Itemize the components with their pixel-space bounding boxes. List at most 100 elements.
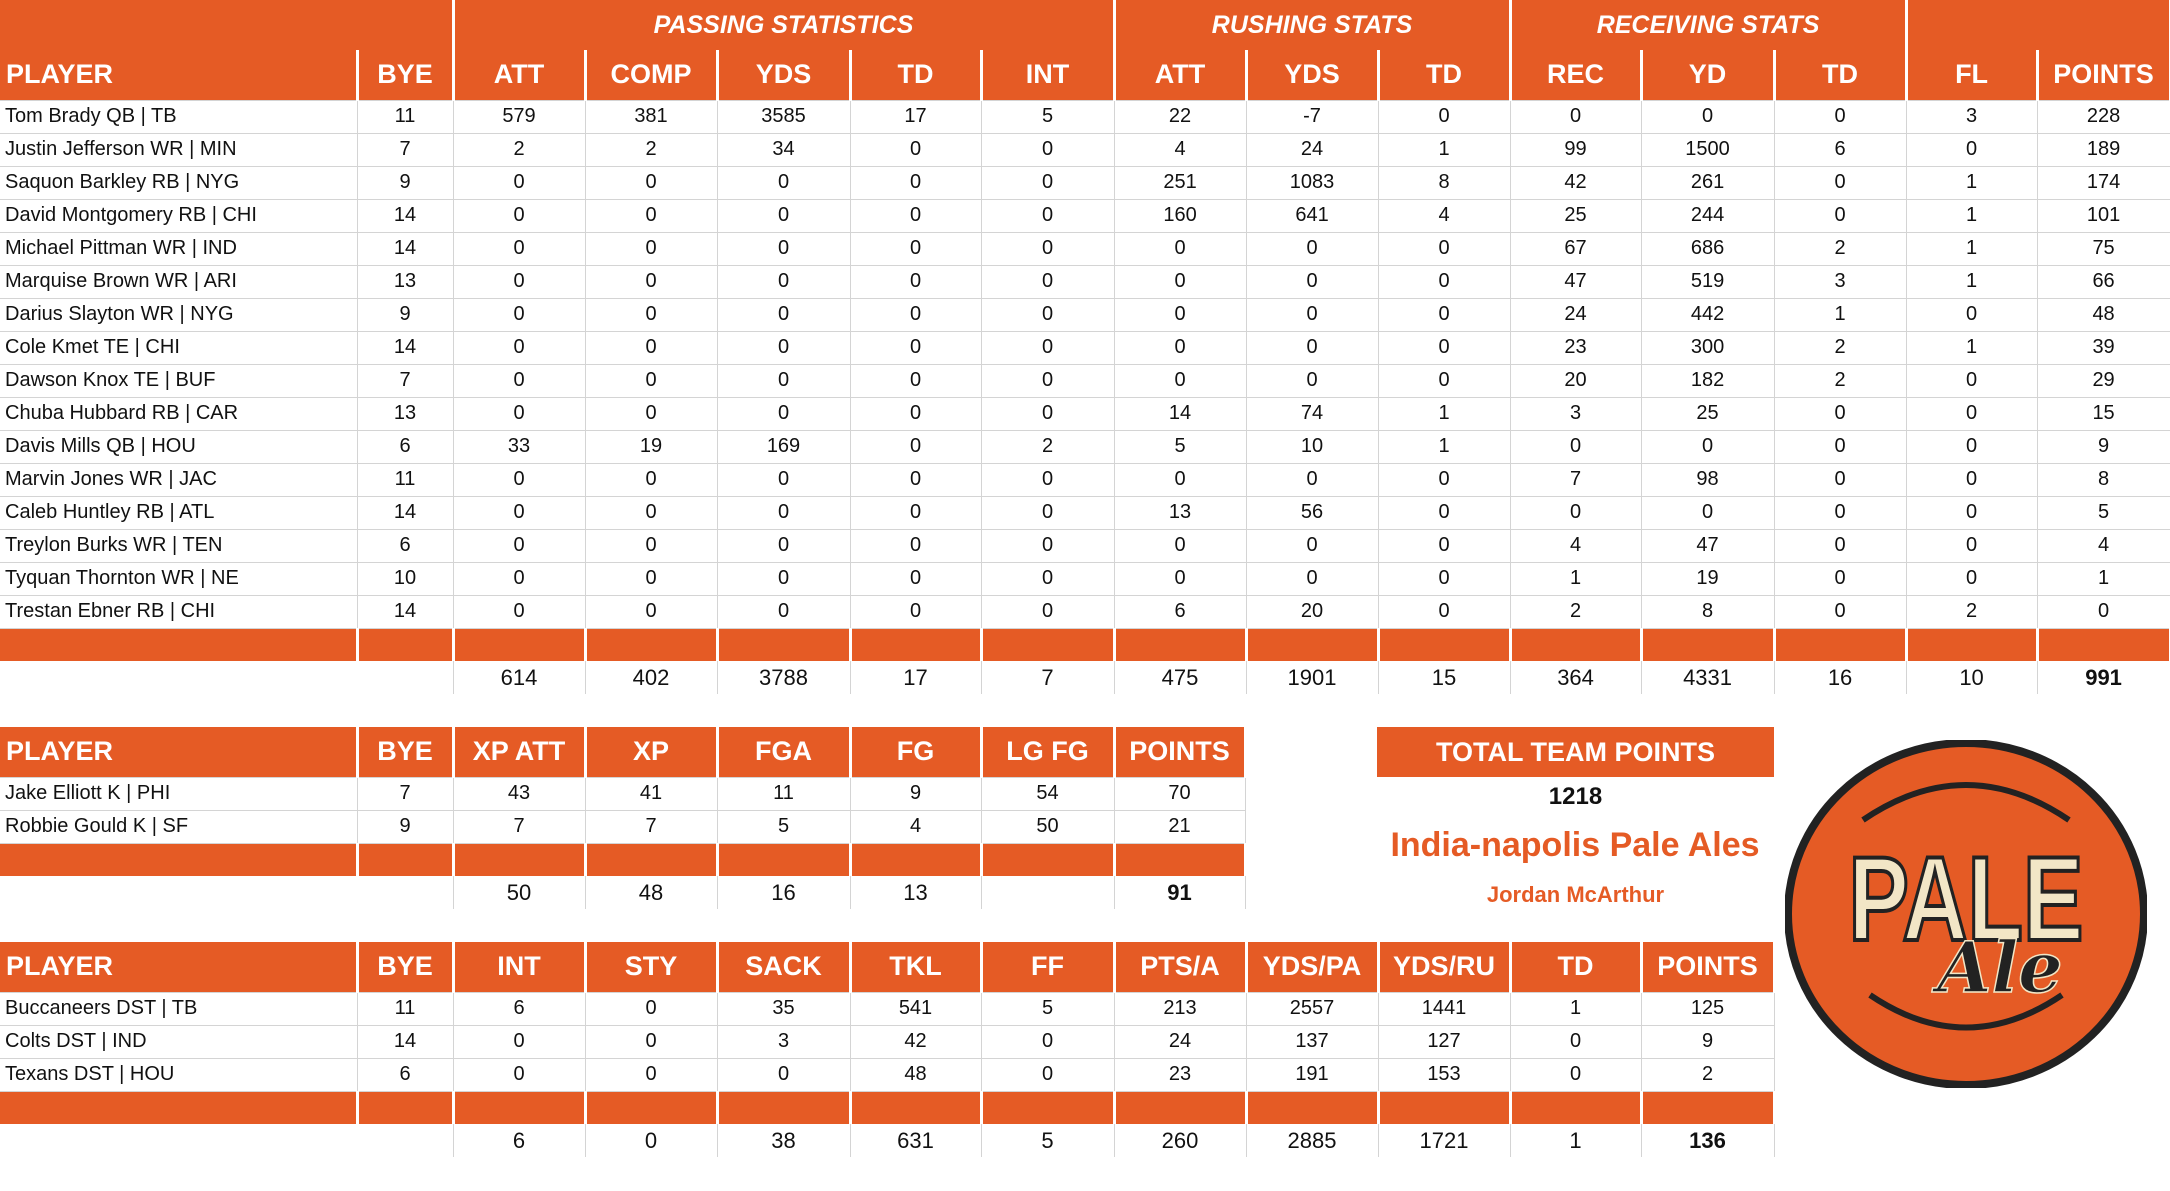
stat-cell: 0 [1905, 132, 2038, 167]
stat-cell: 0 [1377, 561, 1511, 596]
column-header-bye: BYE [355, 727, 455, 777]
table-row: Robbie Gould K | SF 9 7 7 5 4 50 21 [0, 809, 1246, 844]
divider-cell [1772, 628, 1908, 661]
team-name: India-napolis Pale Ales [1390, 826, 1760, 864]
table-row: Texans DST | HOU 6 0 0 0 48 0 23 191 153 0 2 [0, 1057, 1775, 1092]
stat-cell: 0 [1773, 495, 1907, 530]
stat-cell: 261 [1640, 165, 1775, 200]
stat-cell: 5 [980, 99, 1115, 134]
stat-cell: 0 [980, 396, 1115, 431]
stat-cell: 50 [980, 809, 1115, 844]
table-row: Justin Jefferson WR | MIN 7 2 2 34 0 0 4 24 1 99 15… [0, 132, 2170, 167]
stat-cell: 0 [1245, 297, 1379, 332]
stat-cell: 0 [849, 495, 982, 530]
stat-cell: 0 [716, 462, 851, 497]
stat-cell: 2 [1773, 231, 1907, 266]
stat-cell: 0 [1113, 462, 1247, 497]
stat-cell: 7 [584, 809, 718, 844]
stat-cell: 137 [1245, 1024, 1379, 1059]
total-cell: 17 [849, 661, 982, 694]
table-row: Buccaneers DST | TB 11 6 0 35 541 5 213 2557 1441… [0, 991, 1775, 1026]
stat-cell: 160 [1113, 198, 1247, 233]
player-name-cell: Colts DST | IND [0, 1024, 358, 1059]
total-team-points-header: TOTAL TEAM POINTS [1377, 727, 1774, 777]
player-name-cell: Marvin Jones WR | JAC [0, 462, 358, 497]
stat-cell: 0 [980, 264, 1115, 299]
stat-cell: 641 [1245, 198, 1379, 233]
stat-cell: 0 [980, 594, 1115, 629]
stat-cell: 66 [2036, 264, 2170, 299]
column-header-td: TD [1772, 50, 1908, 100]
stat-cell: 182 [1640, 363, 1775, 398]
stat-cell: 5 [980, 991, 1115, 1026]
player-name-cell: Chuba Hubbard RB | CAR [0, 396, 358, 431]
total-cell: 0 [584, 1124, 718, 1157]
table-row: Dawson Knox TE | BUF 7 0 0 0 0 0 0 0 0 20 182 2 0 29 [0, 363, 2170, 398]
totals-row: 6 0 38 631 5 260 2885 1721 1 136 [0, 1124, 1775, 1157]
column-header-yds-pa: YDS/PA [1244, 942, 1380, 992]
stat-cell: 0 [1640, 495, 1775, 530]
stat-cell: 541 [849, 991, 982, 1026]
divider-cell [715, 1091, 852, 1124]
logo-text-pale: PALE [1849, 832, 2084, 966]
stat-cell: 0 [452, 594, 586, 629]
stat-cell: 0 [716, 330, 851, 365]
total-cell: 402 [584, 661, 718, 694]
divider-cell [979, 1091, 1116, 1124]
stat-cell: 0 [1905, 429, 2038, 464]
totals-row: 50 48 16 13 91 [0, 876, 1246, 909]
player-name-cell: Caleb Huntley RB | ATL [0, 495, 358, 530]
stat-cell: 0 [716, 165, 851, 200]
stat-cell: 0 [849, 231, 982, 266]
stat-cell: 2 [980, 429, 1115, 464]
column-header-td: TD [1508, 942, 1643, 992]
table-row: Jake Elliott K | PHI 7 43 41 11 9 54 70 [0, 776, 1246, 811]
table-row: Chuba Hubbard RB | CAR 13 0 0 0 0 0 14 74 1 3 25 0 0 1… [0, 396, 2170, 431]
table-row: Trestan Ebner RB | CHI 14 0 0 0 0 0 6 20 0 2 8 0 2 0 [0, 594, 2170, 629]
stat-cell: 42 [1509, 165, 1642, 200]
stat-cell: 0 [1905, 495, 2038, 530]
stat-cell: 34 [716, 132, 851, 167]
stat-cell: 29 [2036, 363, 2170, 398]
column-header-sty: STY [583, 942, 719, 992]
total-cell: 1 [1509, 1124, 1642, 1157]
stat-cell: 381 [584, 99, 718, 134]
total-cell [357, 1124, 454, 1157]
divider-cell [1376, 1091, 1512, 1124]
stat-cell: 3585 [716, 99, 851, 134]
stat-cell: 1 [1905, 264, 2038, 299]
stat-cell: 0 [1509, 429, 1642, 464]
stat-cell: 2 [1773, 363, 1907, 398]
stat-cell: 0 [1113, 561, 1247, 596]
stat-cell: 0 [1245, 462, 1379, 497]
stat-cell: 2 [1640, 1057, 1775, 1092]
player-name-cell: Darius Slayton WR | NYG [0, 297, 358, 332]
stat-cell: 0 [716, 561, 851, 596]
stat-cell: 13 [356, 264, 454, 299]
total-cell: 1901 [1245, 661, 1379, 694]
stat-cell: 0 [584, 396, 718, 431]
stat-cell: 0 [1377, 363, 1511, 398]
stat-cell: 1083 [1245, 165, 1379, 200]
table-row: Caleb Huntley RB | ATL 14 0 0 0 0 0 13 56 0 0 0 0 0 5 [0, 495, 2170, 530]
stat-cell: 9 [356, 809, 454, 844]
total-cell: 614 [452, 661, 586, 694]
stat-cell: 0 [452, 363, 586, 398]
player-name-cell: Robbie Gould K | SF [0, 809, 358, 844]
column-header-yd: YD [1639, 50, 1776, 100]
divider-cell [1639, 628, 1776, 661]
stat-cell: 0 [452, 528, 586, 563]
stat-cell: 13 [1113, 495, 1247, 530]
column-header-int: INT [979, 50, 1116, 100]
stat-cell: 0 [452, 462, 586, 497]
stat-cell: 8 [1640, 594, 1775, 629]
divider-cell [2035, 628, 2170, 661]
stat-cell: 0 [716, 198, 851, 233]
stat-cell: 25 [1509, 198, 1642, 233]
stat-cell: 0 [1773, 99, 1907, 134]
table-row: Davis Mills QB | HOU 6 33 19 169 0 2 5 10 1 0 0 0 0 9 [0, 429, 2170, 464]
stat-cell: 0 [980, 165, 1115, 200]
total-cell: 48 [584, 876, 718, 909]
divider-cell [583, 1091, 719, 1124]
divider-cell [848, 843, 983, 876]
